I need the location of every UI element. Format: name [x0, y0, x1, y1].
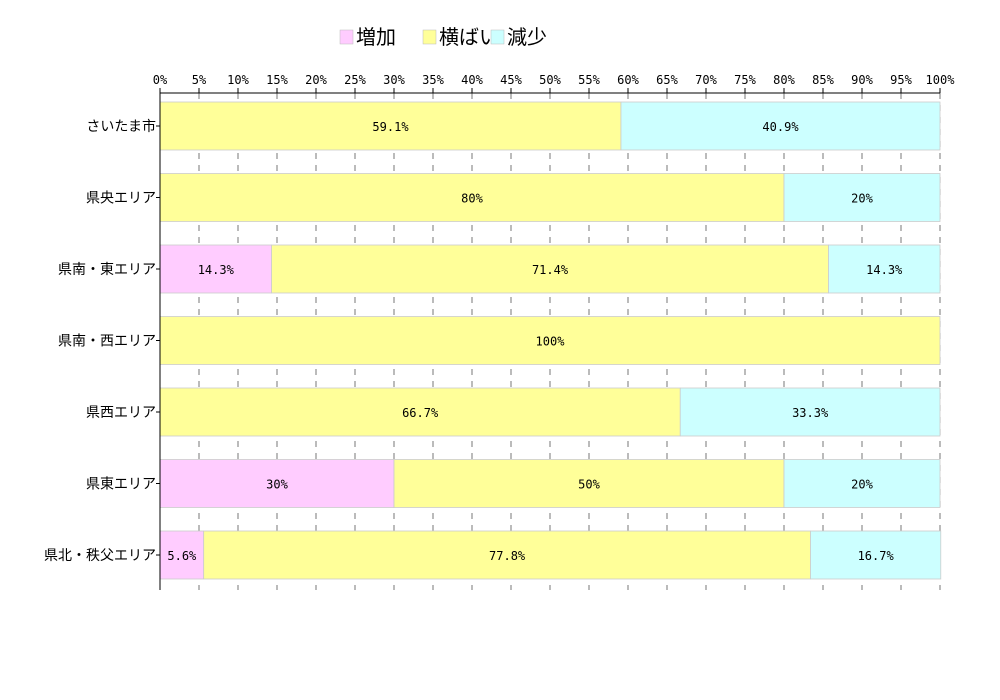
bar-segment: [159, 101, 622, 151]
x-tick-label: 45%: [500, 73, 522, 87]
data-label: 14.3%: [866, 263, 903, 277]
category-label: 県南・東エリア: [58, 262, 156, 278]
bar-segment: [393, 459, 785, 508]
legend-swatch: [339, 29, 354, 45]
legend-swatch: [422, 29, 437, 45]
x-tick-label: 20%: [305, 73, 327, 87]
x-tick-label: 70%: [695, 73, 717, 87]
data-label: 77.8%: [489, 549, 526, 563]
category-label: 県央エリア: [86, 191, 156, 207]
x-tick-label: 30%: [383, 73, 405, 87]
legend-label: 増加: [356, 25, 396, 49]
x-tick-label: 35%: [422, 73, 444, 87]
data-label: 71.4%: [532, 263, 569, 277]
category-label: 県北・秩父エリア: [44, 548, 156, 564]
x-tick-label: 0%: [153, 73, 168, 87]
data-label: 50%: [578, 478, 600, 492]
x-tick-label: 80%: [773, 73, 795, 87]
x-tick-label: 10%: [227, 73, 249, 87]
x-tick-label: 65%: [656, 73, 678, 87]
bar-segment: [620, 101, 941, 151]
data-label: 66.7%: [402, 406, 439, 420]
legend-label: 横ばい: [439, 25, 499, 49]
x-tick-label: 15%: [266, 73, 288, 87]
x-tick-label: 55%: [578, 73, 600, 87]
bar-segment: [159, 244, 272, 294]
x-tick-label: 100%: [926, 73, 956, 87]
x-tick-label: 5%: [192, 73, 207, 87]
bar-segment: [271, 244, 829, 294]
data-label: 30%: [266, 478, 288, 492]
data-label: 40.9%: [762, 120, 799, 134]
x-tick-label: 25%: [344, 73, 366, 87]
x-tick-label: 60%: [617, 73, 639, 87]
legend-swatch: [490, 29, 505, 45]
data-label: 14.3%: [198, 263, 235, 277]
category-label: さいたま市: [86, 118, 156, 135]
x-axis: 0% 5% 10% 15% 20% 25% 30% 35% 40% 45% 50% 55% 60% 65%…: [153, 73, 956, 94]
x-tick-label: 90%: [851, 73, 873, 87]
x-tick-label: 85%: [812, 73, 834, 87]
category-label: 県西エリア: [86, 405, 156, 421]
x-tick-label: 95%: [890, 73, 912, 87]
data-label: 100%: [536, 335, 566, 349]
data-label: 59.1%: [372, 120, 409, 134]
bar-segment: [203, 530, 811, 580]
legend: 増加 横ばい 減少: [339, 25, 547, 49]
bar-segment: [783, 459, 941, 508]
legend-label: 減少: [507, 25, 547, 49]
data-label: 16.7%: [858, 549, 895, 563]
category-label: 県南・西エリア: [58, 334, 156, 350]
category-label: 県東エリア: [86, 477, 156, 493]
bars: 59.1% 40.9% 80% 20% 14.3% 71.4% 14.3% 100% 66.7%…: [159, 101, 942, 580]
bar-segment: [828, 244, 941, 294]
bar-segment: [159, 459, 395, 508]
bar-segment: [679, 387, 941, 437]
x-tick-label: 75%: [734, 73, 756, 87]
y-axis: さいたま市県央エリア県南・東エリア県南・西エリア県西エリア県東エリア県北・秩父エ…: [44, 93, 161, 590]
bar-segment: [810, 530, 942, 580]
data-label: 5.6%: [167, 549, 197, 563]
data-label: 20%: [851, 478, 873, 492]
data-label: 80%: [461, 192, 483, 206]
data-label: 20%: [851, 192, 873, 206]
bar-segment: [159, 316, 941, 365]
data-label: 33.3%: [792, 406, 829, 420]
bar-segment: [159, 173, 785, 222]
x-tick-label: 40%: [461, 73, 483, 87]
bar-segment: [159, 530, 205, 580]
x-tick-label: 50%: [539, 73, 561, 87]
bar-segment: [783, 173, 941, 222]
